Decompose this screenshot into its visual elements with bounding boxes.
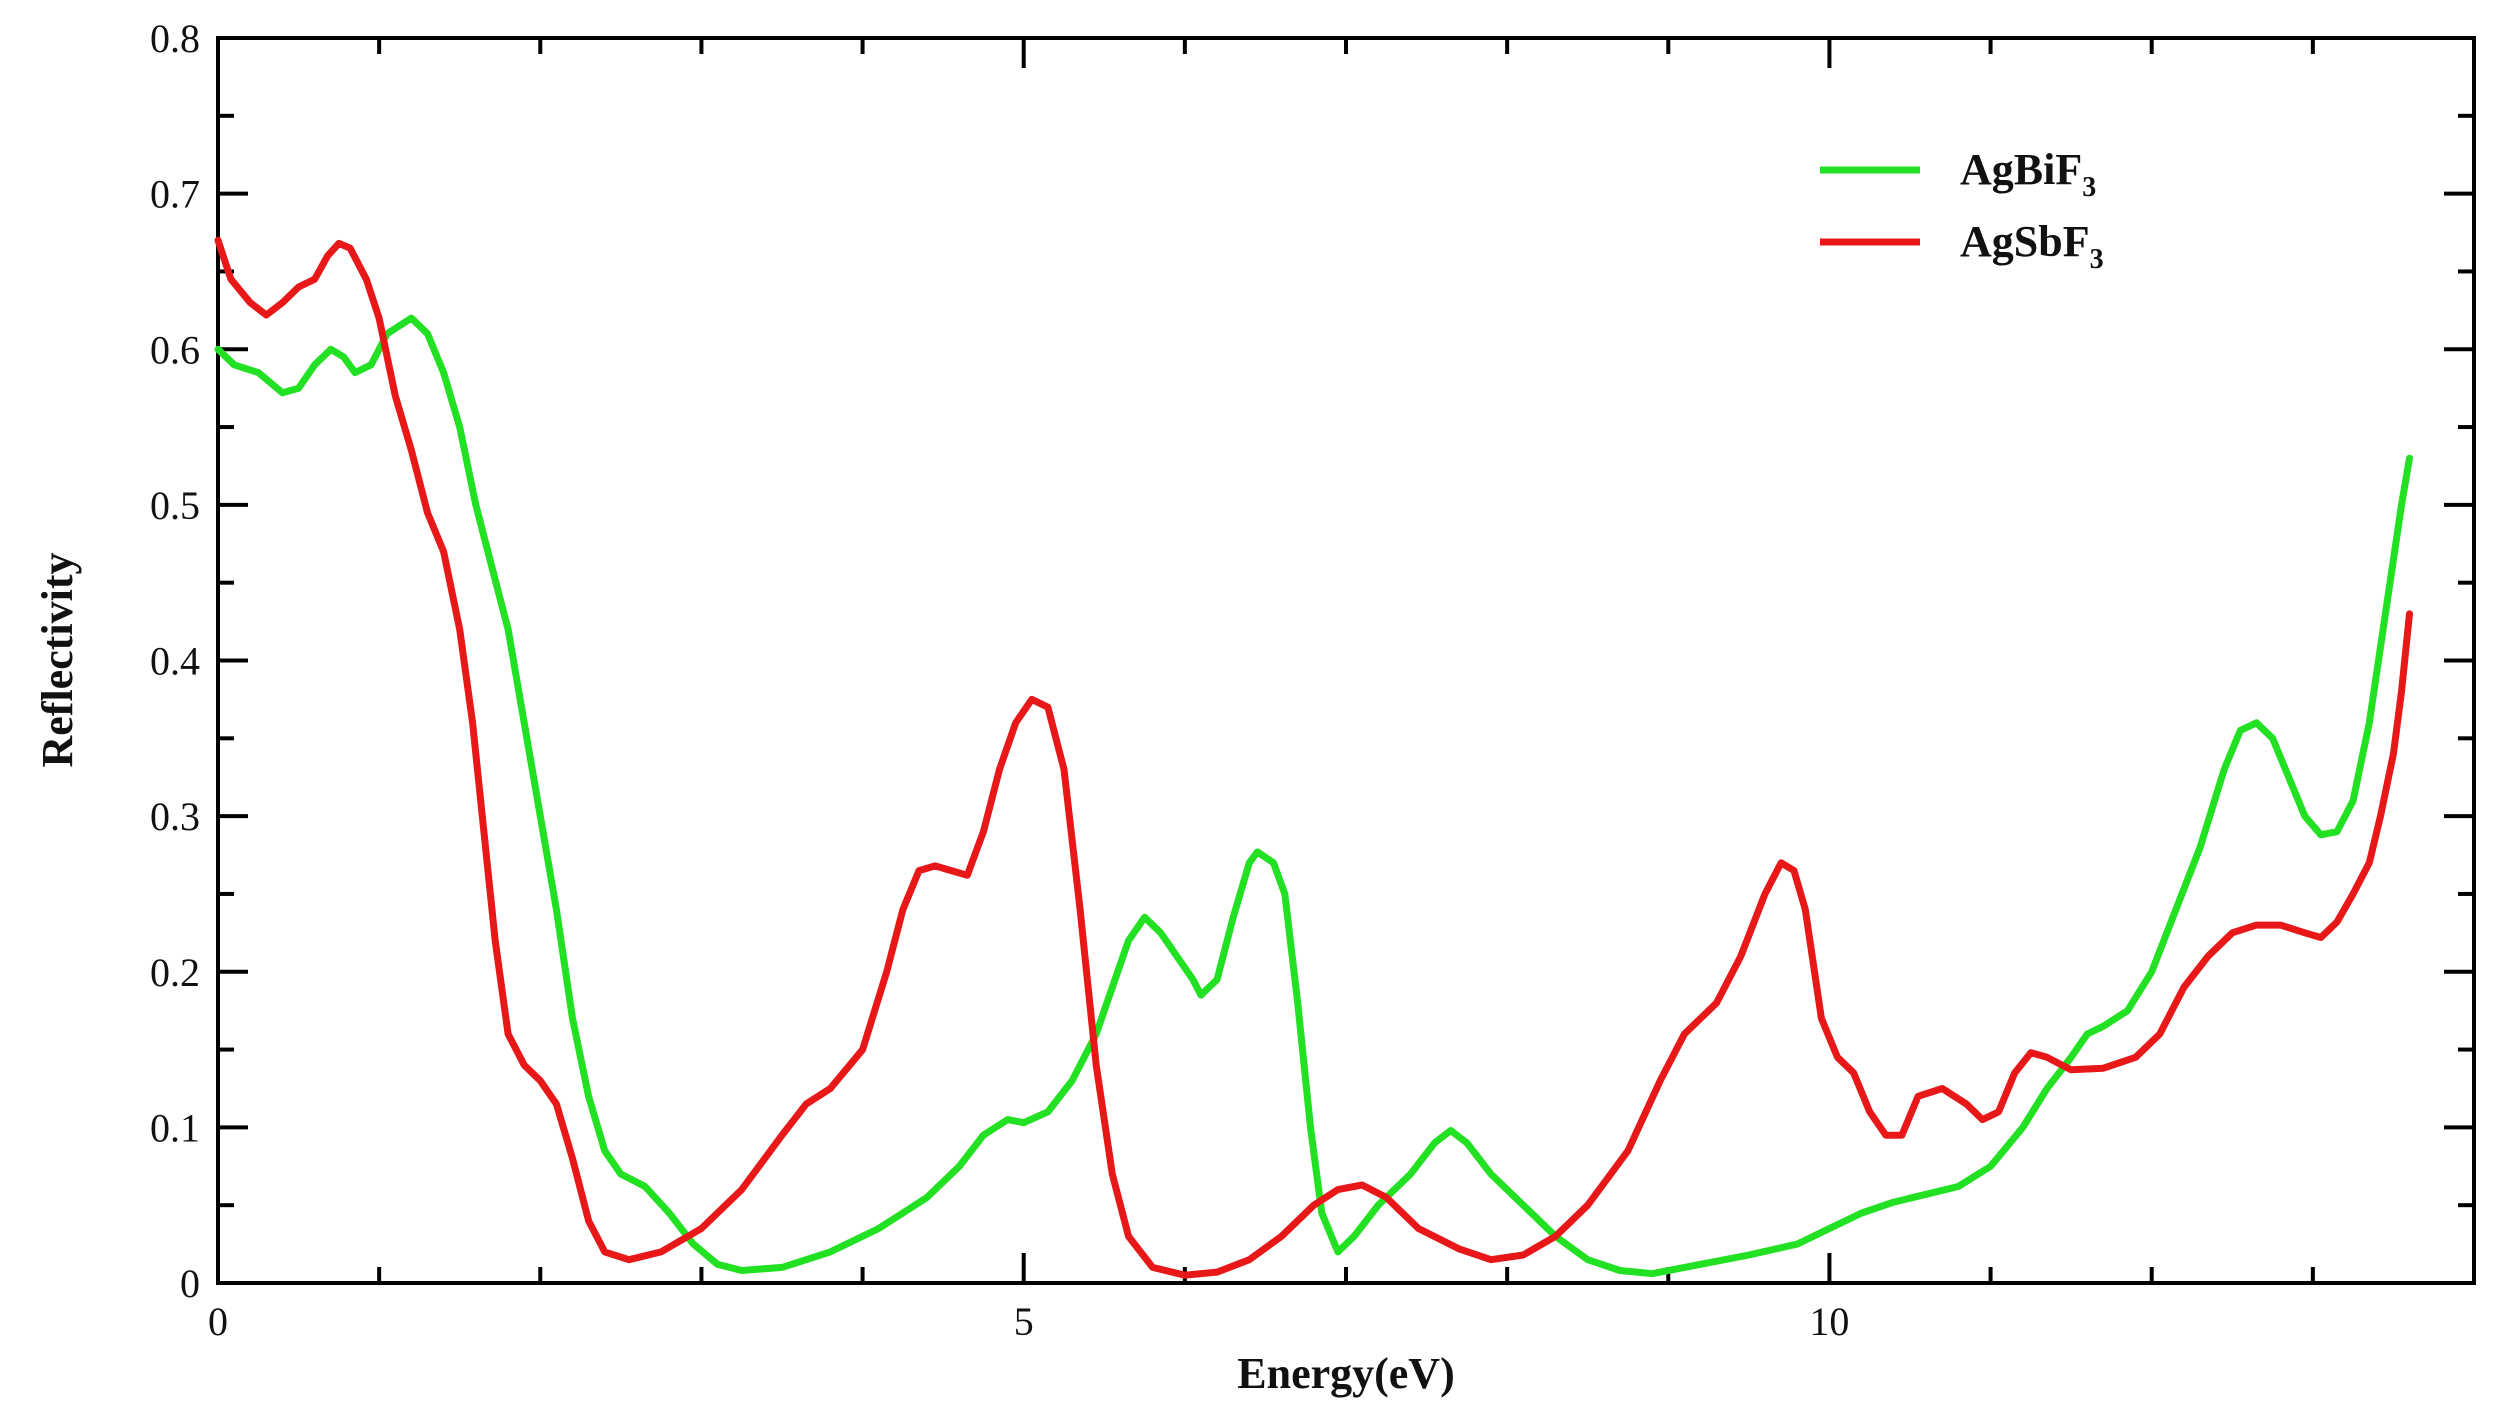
y-tick-label: 0.1: [150, 1105, 200, 1150]
x-tick-label: 10: [1809, 1299, 1849, 1344]
y-tick-label: 0.6: [150, 327, 200, 372]
plot-frame: [216, 36, 2476, 1285]
axis-ticks: [216, 36, 2476, 1285]
x-axis-title: Energy(eV): [1237, 1349, 1455, 1398]
series-lines: [214, 236, 2413, 1279]
x-tick-labels: 0 5 10: [208, 1299, 1849, 1344]
legend-label: AgBiF3: [1960, 145, 2096, 203]
y-tick-label: 0.2: [150, 950, 200, 995]
y-tick-label: 0.7: [150, 172, 200, 217]
y-tick-label: 0.4: [150, 639, 200, 684]
x-tick-label: 0: [208, 1299, 228, 1344]
x-tick-label: 5: [1014, 1299, 1034, 1344]
y-tick-label: 0.8: [150, 16, 200, 61]
y-axis-title: Reflectivity: [33, 553, 82, 768]
y-tick-label: 0.5: [150, 483, 200, 528]
series-line-agbif: [214, 314, 2413, 1278]
series-line-agsbf: [214, 236, 2413, 1279]
y-tick-label: 0.3: [150, 794, 200, 839]
legend-label: AgSbF3: [1960, 217, 2104, 275]
y-tick-label: 0: [180, 1261, 200, 1306]
legend: AgBiF3 AgSbF3: [1820, 145, 2104, 275]
y-tick-labels: 0 0.1 0.2 0.3 0.4 0.5 0.6 0.7 0.8: [150, 16, 200, 1306]
